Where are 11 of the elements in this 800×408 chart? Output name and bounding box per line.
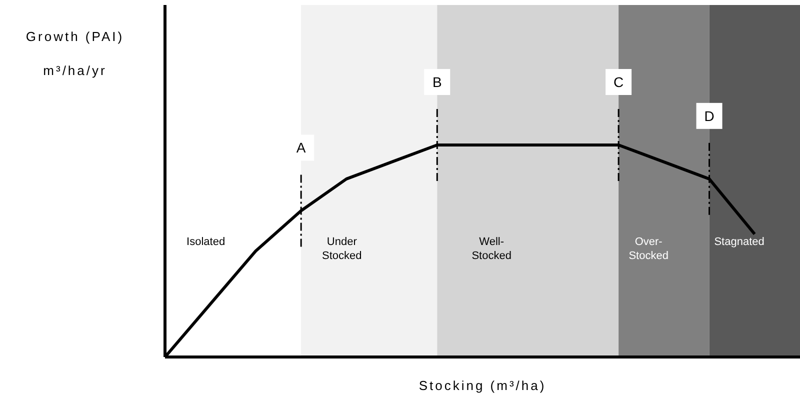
annotation: Under Stocked <box>322 236 362 262</box>
text: C <box>614 74 624 90</box>
x-axis-title: Stocking (m³/ha) <box>418 378 548 393</box>
annotation: Isolated <box>186 236 226 248</box>
text: D <box>704 108 714 124</box>
annotation: A <box>296 140 306 156</box>
annotation: Over- Stocked <box>628 236 668 262</box>
annotation: Stagnated <box>714 236 764 248</box>
annotation: Well- Stocked <box>472 236 512 262</box>
text: Growth (PAI) m³/ha/yr <box>26 29 124 78</box>
text: B <box>432 74 442 90</box>
